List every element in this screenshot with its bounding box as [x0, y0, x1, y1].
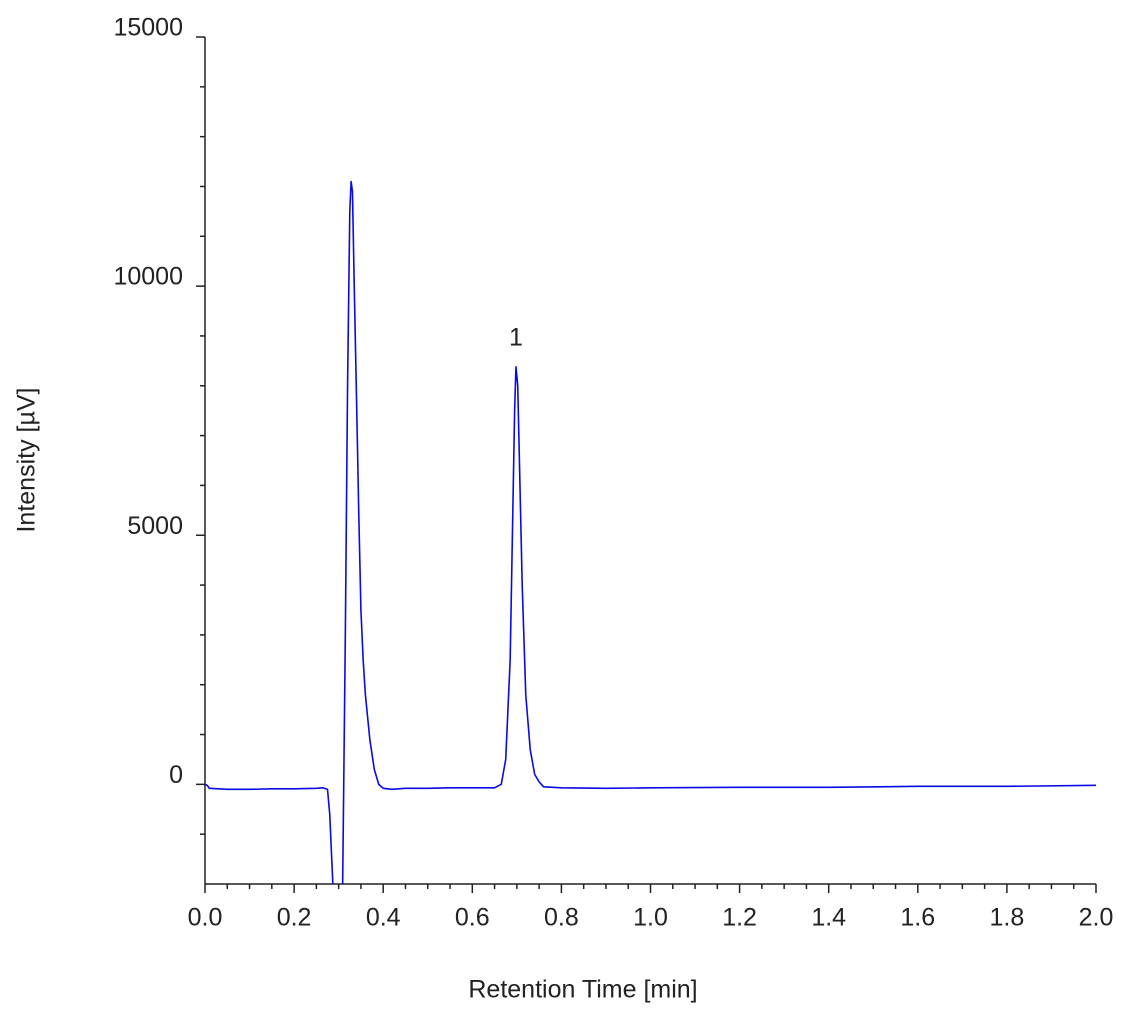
x-tick-label: 2.0 — [1079, 904, 1114, 932]
y-tick-label: 15000 — [113, 14, 183, 42]
x-tick-label: 0.4 — [366, 904, 401, 932]
peak-label: 1 — [509, 323, 523, 351]
x-tick-label: 0.8 — [544, 904, 579, 932]
y-tick-label: 5000 — [127, 512, 183, 540]
trace — [204, 180, 1097, 885]
x-tick-label: 1.0 — [633, 904, 668, 932]
x-tick-label: 1.8 — [990, 904, 1025, 932]
x-tick-label: 0.6 — [455, 904, 490, 932]
x-tick-label: 1.6 — [900, 904, 935, 932]
y-axis-title: Intensity [µV] — [13, 387, 41, 532]
x-tick-label: 1.4 — [811, 904, 846, 932]
y-tick-label: 0 — [169, 761, 183, 789]
x-tick-label: 1.2 — [722, 904, 757, 932]
x-tick-label: 0.0 — [188, 904, 223, 932]
y-tick-label: 10000 — [113, 263, 183, 291]
x-axis-title: Retention Time [min] — [468, 976, 697, 1004]
x-tick-label: 0.2 — [277, 904, 312, 932]
